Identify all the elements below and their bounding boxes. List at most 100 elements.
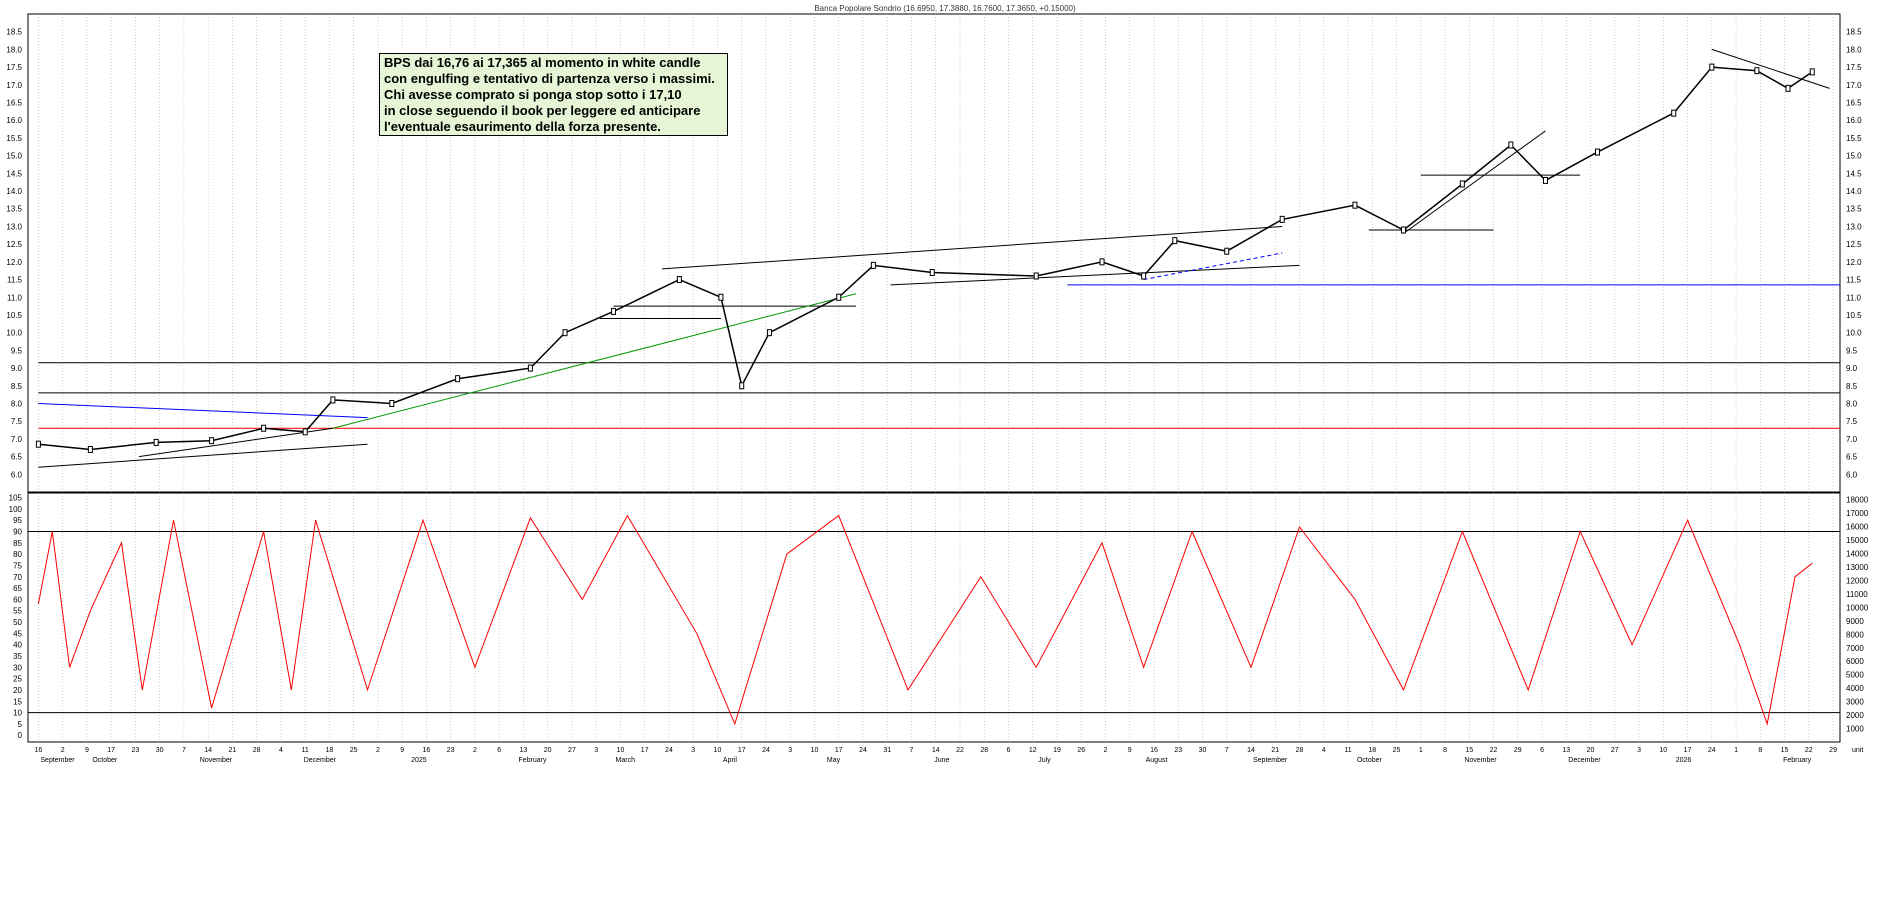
price-tick-label-right: 6.5 — [1846, 453, 1858, 462]
price-tick-label-left: 17.0 — [6, 81, 22, 90]
price-tick-label-right: 11.5 — [1846, 276, 1862, 285]
price-point — [455, 375, 461, 383]
x-day-label: 3 — [594, 747, 598, 754]
oscillator-tick-label: 10 — [13, 709, 22, 718]
x-day-label: 10 — [811, 747, 819, 754]
x-day-label: 11 — [302, 747, 309, 754]
x-day-label: 12 — [1029, 747, 1037, 754]
x-day-label: 28 — [980, 747, 988, 754]
x-day-label: 20 — [1587, 747, 1595, 754]
x-month-label: May — [827, 757, 841, 764]
volume-tick-label: 2000 — [1846, 711, 1864, 720]
x-day-label: 18 — [1368, 747, 1376, 754]
x-month-label: February — [1783, 757, 1812, 764]
x-month-label: November — [200, 757, 233, 764]
oscillator-panel — [28, 514, 1840, 726]
volume-tick-label: 12000 — [1846, 576, 1869, 585]
oscillator-tick-label: 45 — [13, 629, 22, 638]
price-tick-label-right: 10.0 — [1846, 329, 1862, 338]
x-day-label: 9 — [1128, 747, 1132, 754]
x-day-label: 18 — [326, 747, 334, 754]
volume-tick-label: 1000 — [1846, 725, 1864, 734]
price-tick-label-right: 17.5 — [1846, 63, 1862, 72]
x-day-label: 17 — [835, 747, 843, 754]
price-point — [611, 307, 617, 315]
price-point — [153, 438, 159, 446]
x-day-label: 7 — [910, 747, 914, 754]
x-day-label: 23 — [132, 747, 140, 754]
price-tick-label-left: 8.5 — [11, 382, 23, 391]
x-day-label: 2 — [61, 747, 65, 754]
x-day-label: 10 — [617, 747, 625, 754]
price-point — [1809, 68, 1815, 76]
x-month-label: October — [92, 757, 118, 764]
oscillator-series — [37, 514, 1813, 726]
oscillator-tick-label: 65 — [13, 584, 22, 593]
price-tick-label-right: 17.0 — [1846, 81, 1862, 90]
price-tick-label-right: 16.0 — [1846, 116, 1862, 125]
price-point — [389, 399, 395, 407]
price-tick-label-left: 15.0 — [6, 152, 22, 161]
price-tick-label-left: 17.5 — [6, 63, 22, 72]
volume-tick-label: 15000 — [1846, 536, 1869, 545]
price-point — [1594, 148, 1600, 156]
x-month-label: November — [1464, 757, 1497, 764]
volume-tick-label: 6000 — [1846, 657, 1864, 666]
x-day-label: 27 — [568, 747, 576, 754]
x-day-label: 13 — [520, 747, 528, 754]
price-tick-label-right: 13.5 — [1846, 205, 1862, 214]
x-day-label: 21 — [229, 747, 237, 754]
x-day-label: 7 — [1225, 747, 1229, 754]
x-day-label: 26 — [1077, 747, 1085, 754]
price-tick-label-right: 8.5 — [1846, 382, 1858, 391]
price-point — [870, 261, 876, 269]
annotation-line: BPS dai 16,76 ai 17,365 al momento in wh… — [384, 55, 701, 70]
price-tick-label-right: 7.0 — [1846, 435, 1858, 444]
price-point — [1709, 63, 1715, 71]
x-day-label: 17 — [1684, 747, 1692, 754]
price-tick-label-left: 13.0 — [6, 222, 22, 231]
x-month-label: December — [304, 757, 337, 764]
x-day-label: 6 — [1007, 747, 1011, 754]
price-tick-label-left: 14.0 — [6, 187, 22, 196]
trendline-tl-channel-bottom — [890, 264, 1300, 286]
volume-tick-label: 8000 — [1846, 630, 1864, 639]
price-tick-label-left: 16.5 — [6, 99, 22, 108]
trendline-tl-channel-top — [661, 225, 1283, 270]
oscillator-tick-label: 50 — [13, 618, 22, 627]
oscillator-frame — [27, 492, 1841, 743]
x-month-label: August — [1146, 757, 1168, 764]
price-panel — [35, 48, 1840, 468]
x-day-label: 24 — [665, 747, 673, 754]
price-tick-label-left: 18.5 — [6, 28, 22, 37]
volume-tick-label: 10000 — [1846, 603, 1869, 612]
volume-tick-label: 11000 — [1846, 590, 1868, 599]
x-day-label: 15 — [1781, 747, 1789, 754]
volume-tick-label: 13000 — [1846, 563, 1869, 572]
x-day-label: 20 — [544, 747, 552, 754]
price-point — [1172, 237, 1178, 245]
price-point — [330, 396, 336, 404]
x-day-label: 22 — [1805, 747, 1813, 754]
x-day-label: 29 — [1829, 747, 1837, 754]
oscillator-tick-label: 95 — [13, 516, 22, 525]
trendline-tl-nov-up — [1403, 130, 1546, 234]
price-tick-label-right: 10.5 — [1846, 311, 1862, 320]
x-month-label: September — [1253, 757, 1288, 764]
price-tick-label-right: 18.0 — [1846, 45, 1862, 54]
x-day-label: 23 — [447, 747, 455, 754]
volume-tick-label: 14000 — [1846, 550, 1869, 559]
price-tick-label-left: 7.0 — [11, 435, 23, 444]
price-tick-label-left: 12.0 — [6, 258, 22, 267]
trendline-tl-upper-blue — [38, 402, 368, 419]
price-point — [87, 446, 93, 454]
x-day-label: 4 — [279, 747, 283, 754]
oscillator-tick-label: 15 — [13, 697, 22, 706]
x-day-label: 2 — [473, 747, 477, 754]
x-month-label: 2026 — [1676, 757, 1692, 764]
price-tick-label-left: 9.5 — [11, 346, 23, 355]
price-point — [1671, 109, 1677, 117]
x-day-label: 22 — [1490, 747, 1498, 754]
price-point — [1785, 84, 1791, 92]
